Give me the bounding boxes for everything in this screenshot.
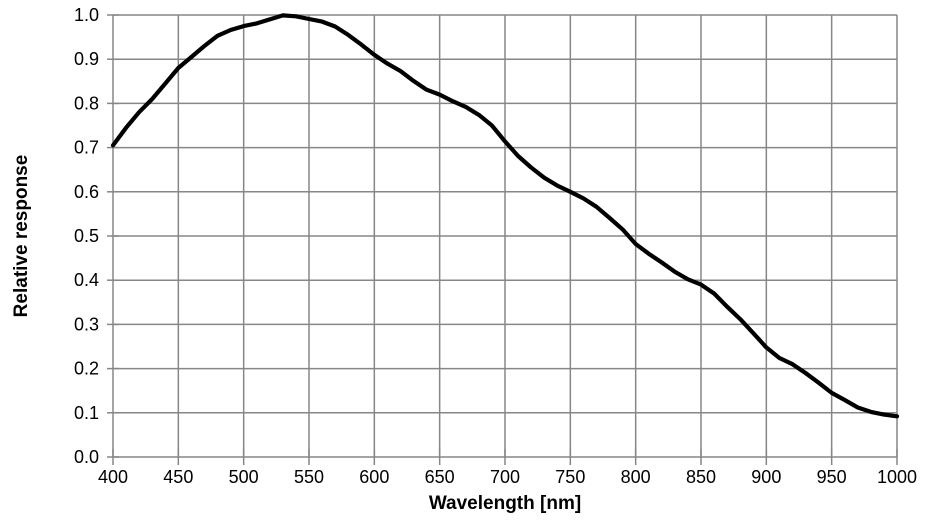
y-axis-title: Relative response [11,154,32,318]
x-tick-label: 450 [163,467,193,487]
x-tick-label: 800 [621,467,651,487]
y-tick-label: 1.0 [74,5,99,25]
x-tick-label: 550 [294,467,324,487]
x-tick-label: 600 [359,467,389,487]
y-tick-label: 0.9 [74,49,99,69]
x-tick-label: 700 [490,467,520,487]
x-tick-label: 850 [686,467,716,487]
y-tick-label: 0.8 [74,93,99,113]
x-tick-label: 500 [229,467,259,487]
x-tick-label: 750 [555,467,585,487]
y-tick-label: 0.7 [74,138,99,158]
x-tick-label: 900 [751,467,781,487]
x-tick-label: 950 [817,467,847,487]
y-tick-label: 0.2 [74,359,99,379]
y-tick-label: 0.4 [74,270,99,290]
y-tick-label: 0.0 [74,447,99,467]
x-axis-title: Wavelength [nm] [428,493,582,514]
y-tick-label: 0.3 [74,314,99,334]
x-tick-label: 650 [425,467,455,487]
y-tick-label: 0.5 [74,226,99,246]
x-tick-label: 1000 [877,467,917,487]
y-tick-label: 0.6 [74,182,99,202]
y-tick-label: 0.1 [74,403,99,423]
response-curve [110,13,900,419]
x-tick-label: 400 [98,467,128,487]
